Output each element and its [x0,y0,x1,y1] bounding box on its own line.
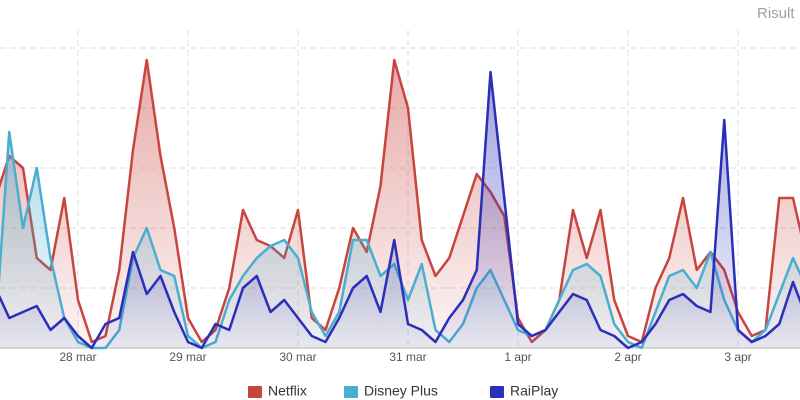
plot [0,58,800,350]
legend-swatch [490,386,504,398]
series-area [0,72,800,348]
legend-swatch [344,386,358,398]
x-tick-label: 3 apr [724,350,751,364]
legend-label: RaiPlay [510,383,558,399]
legend-label: Netflix [268,383,307,399]
x-tick-label: 29 mar [169,350,206,364]
series-area [0,132,800,348]
legend-label: Disney Plus [364,383,438,399]
x-tick-label: 30 mar [279,350,316,364]
series-line [0,70,800,350]
series-line [0,58,800,344]
legend-swatch [248,386,262,398]
x-tick-label: 2 apr [614,350,641,364]
x-tick-label: 1 apr [504,350,531,364]
chart-title: Risult [757,5,795,22]
x-tick-label: 28 mar [59,350,96,364]
x-tick-label: 31 mar [389,350,426,364]
